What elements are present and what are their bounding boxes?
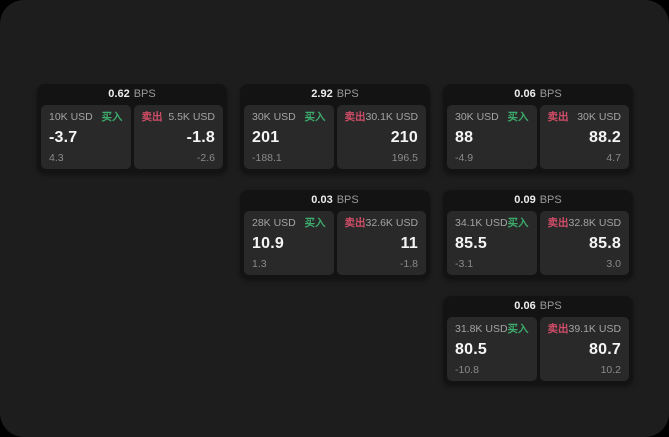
sell-tile[interactable]: 卖出 5.5K USD -1.8 -2.6	[133, 105, 223, 169]
price-card: 0.06 BPS 31.8K USD 买入 80.5 -10.8 卖出 39.1…	[443, 296, 633, 385]
buy-sell-panels: 28K USD 买入 10.9 1.3 卖出 32.6K USD 11 -1.8	[244, 211, 426, 275]
buy-amount: 31.8K USD	[455, 323, 508, 335]
sell-amount: 32.8K USD	[568, 217, 622, 229]
sell-amount: 30K USD	[577, 111, 621, 123]
buy-sub-value: -188.1	[252, 151, 282, 164]
buy-sub-value: -3.1	[455, 257, 474, 270]
sell-sub-value: 196.5	[391, 151, 418, 164]
buy-price: 85.5	[455, 234, 487, 252]
bps-value: 0.06	[514, 300, 536, 312]
sell-sub-value: -1.8	[399, 257, 418, 270]
sell-sub-value: 4.7	[606, 151, 621, 164]
price-card: 0.62 BPS 10K USD 买入 -3.7 4.3 卖出 5.5K USD	[37, 84, 227, 173]
bps-unit-label: BPS	[336, 194, 359, 206]
buy-sub-value: -10.8	[455, 363, 479, 376]
bps-header: 0.06 BPS	[447, 296, 629, 317]
sell-price: 80.7	[589, 340, 621, 358]
buy-price: 80.5	[455, 340, 487, 358]
buy-sell-panels: 31.8K USD 买入 80.5 -10.8 卖出 39.1K USD 80.…	[447, 317, 629, 381]
sell-price: 88.2	[589, 128, 621, 146]
bps-header: 2.92 BPS	[244, 84, 426, 105]
buy-amount: 28K USD	[252, 217, 296, 229]
bps-header: 0.03 BPS	[244, 190, 426, 211]
sell-price: 210	[390, 128, 418, 146]
price-card: 0.09 BPS 34.1K USD 买入 85.5 -3.1 卖出 32.8K…	[443, 190, 633, 279]
bps-value: 0.03	[311, 194, 333, 206]
buy-tile[interactable]: 28K USD 买入 10.9 1.3	[244, 211, 334, 275]
buy-amount: 34.1K USD	[455, 217, 508, 229]
sell-tile[interactable]: 卖出 32.8K USD 85.8 3.0	[539, 211, 629, 275]
bps-unit-label: BPS	[539, 88, 562, 100]
buy-amount: 30K USD	[455, 111, 499, 123]
bps-value: 0.09	[514, 194, 536, 206]
buy-side-label: 买入	[507, 111, 529, 123]
bps-header: 0.09 BPS	[447, 190, 629, 211]
price-card: 2.92 BPS 30K USD 买入 201 -188.1 卖出 30.1K …	[240, 84, 430, 173]
buy-amount: 30K USD	[252, 111, 296, 123]
buy-price: 88	[455, 128, 474, 146]
price-tiles-grid: 0.62 BPS 10K USD 买入 -3.7 4.3 卖出 5.5K USD	[37, 84, 633, 385]
buy-tile[interactable]: 34.1K USD 买入 85.5 -3.1	[447, 211, 537, 275]
buy-sub-value: 1.3	[252, 257, 267, 270]
buy-tile[interactable]: 10K USD 买入 -3.7 4.3	[41, 105, 131, 169]
bps-header: 0.06 BPS	[447, 84, 629, 105]
sell-sub-value: 10.2	[600, 363, 621, 376]
buy-tile[interactable]: 31.8K USD 买入 80.5 -10.8	[447, 317, 537, 381]
sell-tile[interactable]: 卖出 30K USD 88.2 4.7	[539, 105, 629, 169]
sell-tile[interactable]: 卖出 30.1K USD 210 196.5	[336, 105, 426, 169]
buy-sell-panels: 10K USD 买入 -3.7 4.3 卖出 5.5K USD -1.8 -2.…	[41, 105, 223, 169]
buy-side-label: 买入	[101, 111, 123, 123]
sell-side-label: 卖出	[547, 217, 569, 229]
sell-amount: 32.6K USD	[365, 217, 419, 229]
buy-tile[interactable]: 30K USD 买入 201 -188.1	[244, 105, 334, 169]
buy-side-label: 买入	[507, 323, 529, 335]
buy-sub-value: 4.3	[49, 151, 64, 164]
bps-header: 0.62 BPS	[41, 84, 223, 105]
sell-tile[interactable]: 卖出 39.1K USD 80.7 10.2	[539, 317, 629, 381]
sell-side-label: 卖出	[344, 217, 366, 229]
price-card: 0.03 BPS 28K USD 买入 10.9 1.3 卖出 32.6K US…	[240, 190, 430, 279]
bps-unit-label: BPS	[336, 88, 359, 100]
bps-value: 2.92	[311, 88, 333, 100]
sell-price: 85.8	[589, 234, 621, 252]
sell-side-label: 卖出	[547, 111, 569, 123]
sell-side-label: 卖出	[344, 111, 366, 123]
buy-amount: 10K USD	[49, 111, 93, 123]
buy-price: -3.7	[49, 128, 78, 146]
buy-sub-value: -4.9	[455, 151, 474, 164]
buy-side-label: 买入	[507, 217, 529, 229]
sell-side-label: 卖出	[141, 111, 163, 123]
bps-value: 0.06	[514, 88, 536, 100]
sell-price: 11	[400, 234, 418, 252]
sell-amount: 39.1K USD	[568, 323, 622, 335]
bps-unit-label: BPS	[539, 300, 562, 312]
buy-sell-panels: 34.1K USD 买入 85.5 -3.1 卖出 32.8K USD 85.8…	[447, 211, 629, 275]
buy-price: 201	[252, 128, 280, 146]
buy-side-label: 买入	[304, 217, 326, 229]
buy-tile[interactable]: 30K USD 买入 88 -4.9	[447, 105, 537, 169]
bps-value: 0.62	[108, 88, 130, 100]
bps-unit-label: BPS	[133, 88, 156, 100]
buy-sell-panels: 30K USD 买入 201 -188.1 卖出 30.1K USD 210 1…	[244, 105, 426, 169]
sell-side-label: 卖出	[547, 323, 569, 335]
buy-price: 10.9	[252, 234, 284, 252]
sell-sub-value: 3.0	[606, 257, 621, 270]
sell-amount: 5.5K USD	[168, 111, 215, 123]
sell-amount: 30.1K USD	[365, 111, 419, 123]
price-card: 0.06 BPS 30K USD 买入 88 -4.9 卖出 30K USD	[443, 84, 633, 173]
buy-sell-panels: 30K USD 买入 88 -4.9 卖出 30K USD 88.2 4.7	[447, 105, 629, 169]
sell-price: -1.8	[186, 128, 215, 146]
sell-tile[interactable]: 卖出 32.6K USD 11 -1.8	[336, 211, 426, 275]
sell-sub-value: -2.6	[196, 151, 215, 164]
bps-unit-label: BPS	[539, 194, 562, 206]
buy-side-label: 买入	[304, 111, 326, 123]
